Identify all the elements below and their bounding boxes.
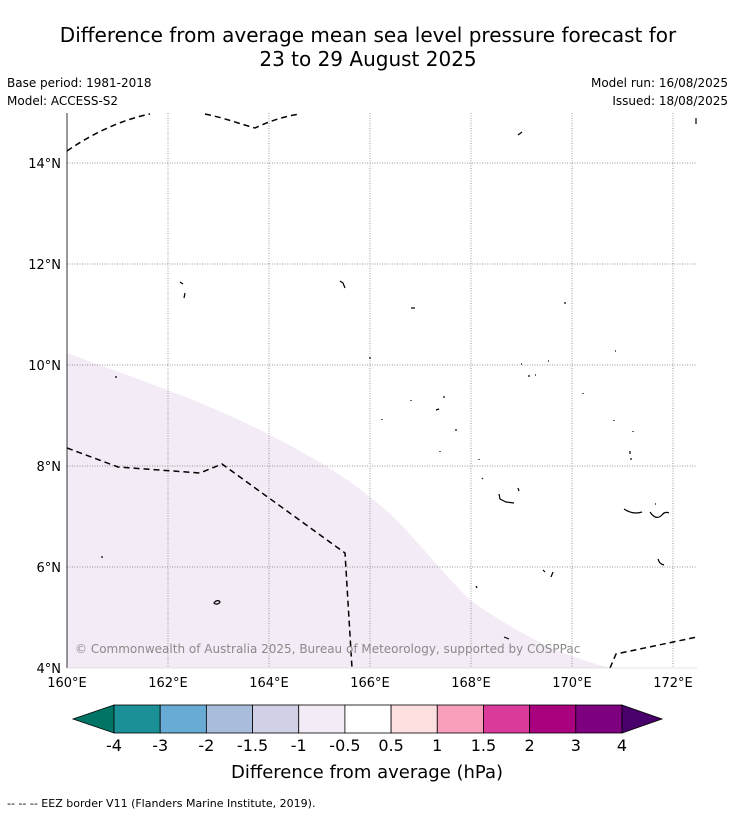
colorbar-tick-label: -1.5 [237, 736, 268, 755]
colorbar-segment [113, 704, 161, 734]
copyright-notice: © Commonwealth of Australia 2025, Bureau… [75, 642, 580, 656]
lat-label-6N: 6°N [37, 561, 62, 576]
anomaly-shading [67, 353, 610, 668]
colorbar-extend-low [71, 704, 115, 734]
colorbar-tick-label: -2 [198, 736, 214, 755]
colorbar-segment [390, 704, 438, 734]
colorbar-tick-label: -3 [152, 736, 168, 755]
map-gridlines [67, 113, 697, 668]
lon-label-168E: 168°E [451, 676, 491, 691]
lat-label-14N: 14°N [28, 157, 61, 172]
latitude-labels: 14°N 12°N 10°N 8°N 6°N 4°N [28, 157, 61, 677]
lon-label-162E: 162°E [148, 676, 188, 691]
eez-borders [67, 113, 697, 668]
colorbar-tick-label: 4 [617, 736, 627, 755]
colorbar-segment [252, 704, 300, 734]
lon-label-166E: 166°E [350, 676, 390, 691]
lat-label-10N: 10°N [28, 359, 61, 374]
lon-label-164E: 164°E [249, 676, 289, 691]
colorbar-tick-label: -4 [106, 736, 122, 755]
colorbar-segment [436, 704, 484, 734]
colorbar-extend-high [621, 704, 664, 734]
colorbar [71, 704, 664, 734]
colorbar-segment [159, 704, 207, 734]
colorbar-tick-label: -0.5 [329, 736, 360, 755]
lat-label-8N: 8°N [37, 460, 62, 475]
lon-label-170E: 170°E [552, 676, 592, 691]
colorbar-tick-label: 2 [525, 736, 535, 755]
colorbar-tick-labels: -4 -3 -2 -1.5 -1 -0.5 0.5 1 1.5 2 3 4 [106, 736, 627, 755]
colorbar-tick-label: 3 [571, 736, 581, 755]
colorbar-label: Difference from average (hPa) [231, 762, 503, 783]
lon-label-160E: 160°E [47, 676, 87, 691]
lon-label-172E: 172°E [653, 676, 693, 691]
colorbar-tick-label: 1 [432, 736, 442, 755]
title-line2: 23 to 29 August 2025 [259, 47, 477, 71]
colorbar-segment [575, 704, 623, 734]
colorbar-tick-label: 1.5 [471, 736, 496, 755]
model-run: Model run: 16/08/2025 [590, 76, 728, 90]
colorbar-segment [483, 704, 531, 734]
lat-label-4N: 4°N [37, 662, 62, 677]
eez-footnote: -- -- -- EEZ border V11 (Flanders Marine… [7, 797, 316, 810]
islands [101, 118, 697, 640]
longitude-labels: 160°E 162°E 164°E 166°E 168°E 170°E 172°… [47, 676, 693, 691]
colorbar-segment [298, 704, 346, 734]
colorbar-tick-label: 0.5 [378, 736, 403, 755]
issued-date: Issued: 18/08/2025 [612, 94, 728, 108]
colorbar-tick-label: -1 [291, 736, 307, 755]
colorbar-segment [205, 704, 253, 734]
colorbar-segment [344, 704, 392, 734]
title-line1: Difference from average mean sea level p… [59, 23, 677, 47]
colorbar-segment [529, 704, 577, 734]
lat-label-12N: 12°N [28, 258, 61, 273]
model-name: Model: ACCESS-S2 [7, 94, 119, 108]
base-period: Base period: 1981-2018 [7, 76, 152, 90]
